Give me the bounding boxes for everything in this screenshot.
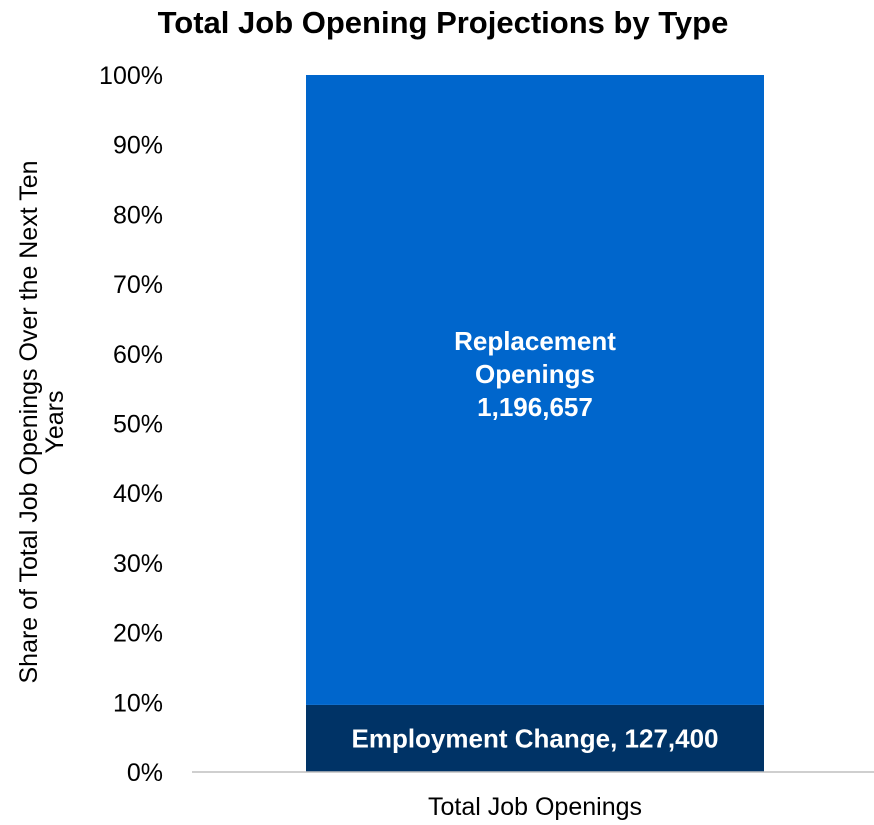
x-axis-ticks: Total Job Openings xyxy=(428,793,642,821)
y-tick-label: 20% xyxy=(113,620,163,648)
data-label: Openings xyxy=(475,359,595,389)
bar-segment-replacement-openings xyxy=(306,75,764,705)
y-axis-label-line-1: Share of Total Job Openings Over the Nex… xyxy=(15,161,43,684)
bar-segment-employment-change xyxy=(306,704,764,772)
y-tick-label: 50% xyxy=(113,411,163,439)
y-axis-label-line-2: Years xyxy=(41,390,69,453)
y-tick-label: 70% xyxy=(113,271,163,299)
y-tick-label: 80% xyxy=(113,201,163,229)
x-tick-label: Total Job Openings xyxy=(428,793,642,821)
plot-area: Employment Change, 127,400 ReplacementOpe… xyxy=(306,75,764,772)
y-tick-label: 100% xyxy=(99,62,163,90)
data-label: Employment Change, 127,400 xyxy=(351,723,718,753)
chart-title: Total Job Opening Projections by Type xyxy=(158,5,729,40)
y-tick-label: 90% xyxy=(113,132,163,160)
y-tick-label: 40% xyxy=(113,480,163,508)
y-axis-label: Share of Total Job Openings Over the Nex… xyxy=(15,161,69,684)
y-tick-label: 10% xyxy=(113,689,163,717)
y-axis-ticks: 0% 10% 20% 30% 40% 50% 60% 70% 80% 90% 100% xyxy=(99,62,163,787)
data-label: Replacement xyxy=(454,326,616,356)
y-tick-label: 0% xyxy=(127,759,163,787)
data-label: 1,196,657 xyxy=(477,392,593,422)
y-tick-label: 30% xyxy=(113,550,163,578)
y-tick-label: 60% xyxy=(113,341,163,369)
